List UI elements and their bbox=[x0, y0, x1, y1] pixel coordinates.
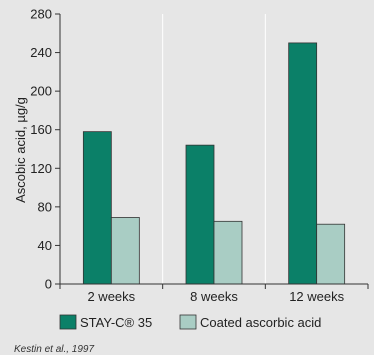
legend-swatch-stayc35 bbox=[59, 314, 77, 330]
y-axis-title: Ascobic acid, µg/g bbox=[13, 97, 28, 203]
bar-coated-8-weeks bbox=[213, 220, 243, 285]
y-tick-label: 280 bbox=[30, 7, 52, 22]
bar-stayc35-8-weeks bbox=[185, 144, 215, 285]
legend: STAY-C® 35 Coated ascorbic acid bbox=[59, 314, 321, 330]
y-tick-label: 80 bbox=[38, 199, 52, 214]
x-tick-label: 2 weeks bbox=[87, 289, 135, 304]
x-tick-label: 8 weeks bbox=[190, 289, 238, 304]
x-tick-label: 12 weeks bbox=[289, 289, 344, 304]
y-tick-label: 120 bbox=[30, 161, 52, 176]
legend-swatch-coated bbox=[179, 314, 197, 330]
grid-layer bbox=[162, 14, 266, 284]
legend-label-coated: Coated ascorbic acid bbox=[200, 315, 321, 330]
legend-label-stayc35: STAY-C® 35 bbox=[80, 315, 152, 330]
y-tick-label: 160 bbox=[30, 122, 52, 137]
source-note: Kestin et al., 1997 bbox=[14, 344, 94, 355]
bar-coated-2-weeks bbox=[110, 217, 140, 285]
bars-layer bbox=[82, 42, 346, 285]
axis-layer: 0 40 80 120 160 200 240 280 2 weeks 8 weeks 12 wee… bbox=[30, 7, 369, 304]
y-tick-label: 0 bbox=[45, 277, 52, 292]
y-tick-label: 240 bbox=[30, 45, 52, 60]
bar-stayc35-2-weeks bbox=[82, 131, 112, 285]
y-tick-label: 200 bbox=[30, 84, 52, 99]
bar-coated-12-weeks bbox=[316, 223, 346, 285]
bar-stayc35-12-weeks bbox=[288, 42, 318, 285]
y-tick-label: 40 bbox=[38, 238, 52, 253]
